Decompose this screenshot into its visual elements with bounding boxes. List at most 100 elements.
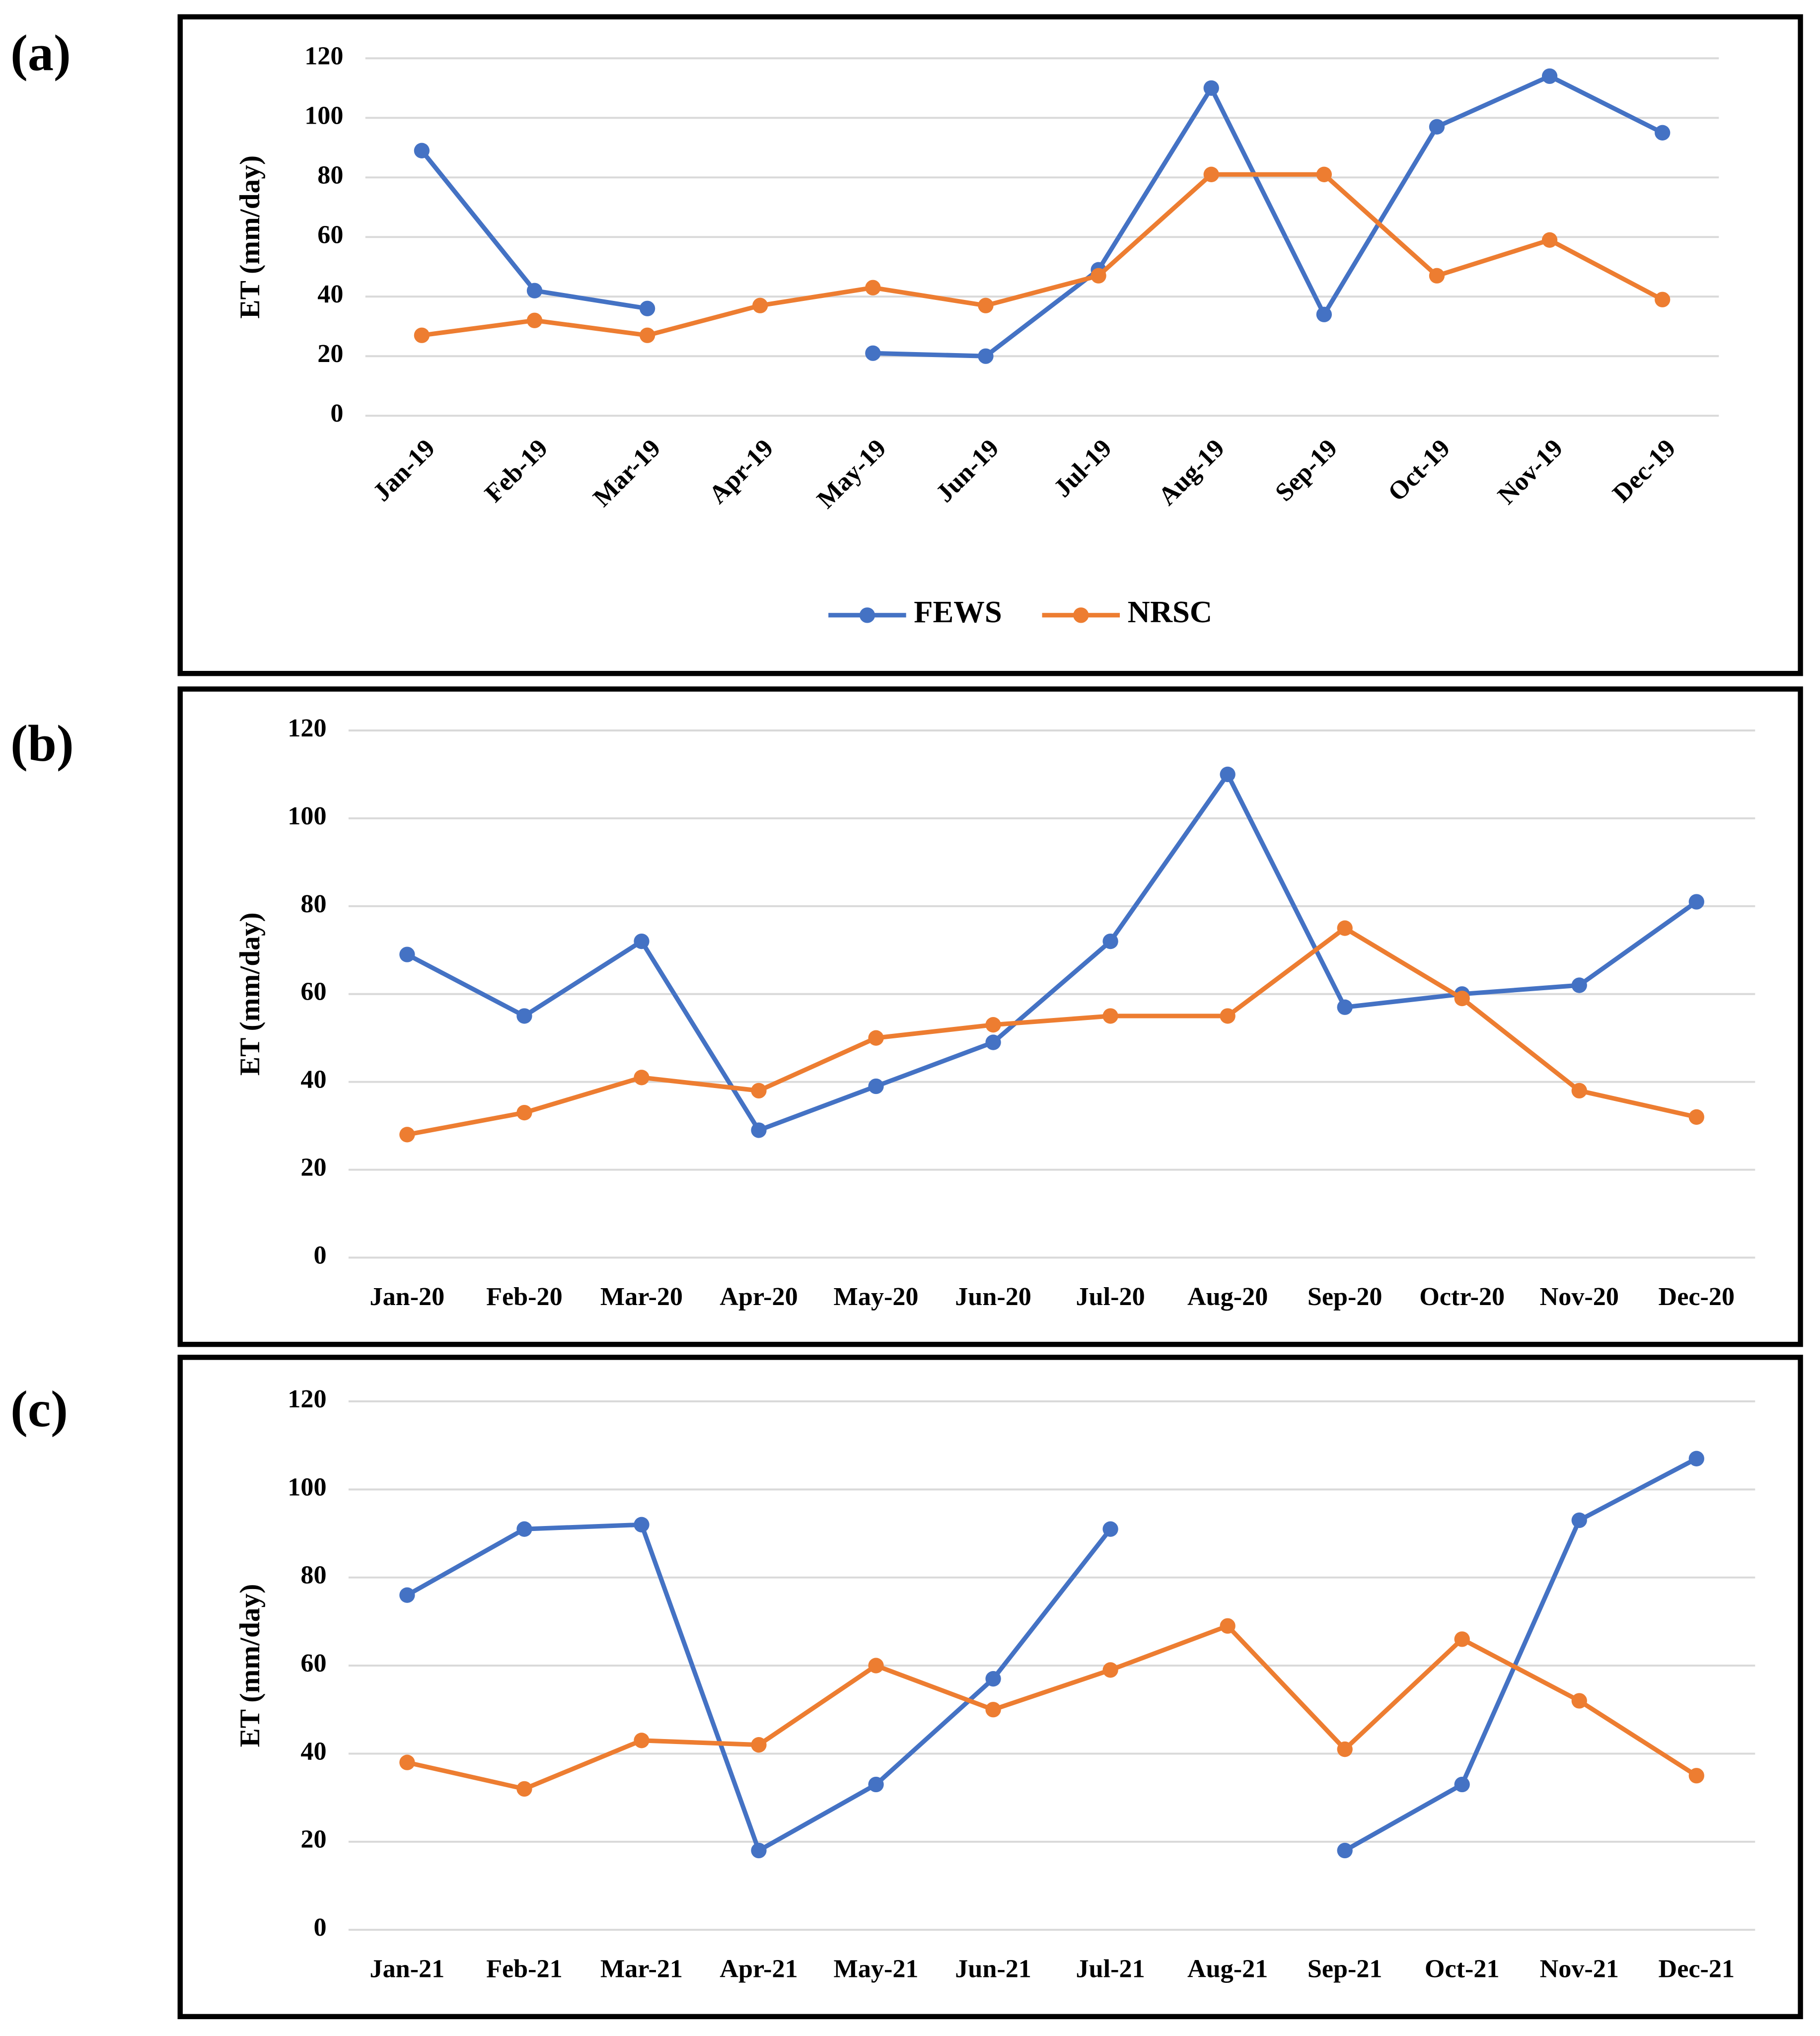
x-tick-label: Dec-20 xyxy=(1659,1283,1735,1311)
x-tick-label: Feb-19 xyxy=(479,434,553,508)
data-point xyxy=(516,1104,532,1121)
y-tick-label: 60 xyxy=(300,1649,326,1677)
x-tick-label: Jul-20 xyxy=(1076,1283,1145,1311)
panel-label: (b) xyxy=(10,714,74,772)
series-line xyxy=(406,1623,1698,1791)
data-point xyxy=(1203,166,1219,182)
data-point xyxy=(1091,268,1106,284)
data-point xyxy=(399,1587,415,1603)
data-point xyxy=(1454,990,1470,1007)
data-point xyxy=(985,1702,1001,1718)
data-point xyxy=(1688,1768,1704,1784)
x-tick-label: Nov-21 xyxy=(1540,1955,1619,1983)
data-point xyxy=(1688,894,1704,910)
data-point xyxy=(414,143,430,158)
data-point xyxy=(399,1127,415,1143)
series-line xyxy=(406,772,1698,1133)
x-tick-label: Mar-21 xyxy=(600,1955,683,1983)
data-point xyxy=(1220,1618,1236,1634)
data-point xyxy=(1220,1008,1236,1024)
y-tick-label: 120 xyxy=(288,714,326,742)
data-point xyxy=(1337,920,1353,936)
data-point xyxy=(1337,999,1353,1015)
data-point xyxy=(868,1078,884,1094)
data-point xyxy=(634,1070,650,1086)
data-point xyxy=(865,280,881,295)
panel-label: (c) xyxy=(10,1380,68,1438)
data-point xyxy=(1220,766,1236,783)
y-tick-label: 80 xyxy=(317,161,343,189)
x-tick-label: Dec-21 xyxy=(1659,1955,1735,1983)
x-tick-label: Sep-21 xyxy=(1308,1955,1383,1983)
x-tick-label: Octr-20 xyxy=(1419,1283,1505,1311)
data-point xyxy=(1688,1109,1704,1125)
data-point xyxy=(399,946,415,962)
data-point xyxy=(639,327,655,343)
data-point xyxy=(752,297,768,313)
data-point xyxy=(1316,166,1332,182)
y-tick-label: 0 xyxy=(313,1241,326,1269)
data-point xyxy=(1655,125,1671,141)
x-tick-label: Jun-20 xyxy=(955,1283,1031,1311)
x-tick-label: Mar-19 xyxy=(588,434,666,512)
data-point xyxy=(985,1671,1001,1687)
data-point xyxy=(1102,933,1118,949)
data-point xyxy=(1655,291,1671,307)
data-point xyxy=(634,933,650,949)
y-tick-label: 20 xyxy=(300,1154,326,1182)
y-tick-label: 80 xyxy=(300,890,326,918)
y-tick-label: 40 xyxy=(300,1066,326,1094)
data-point xyxy=(1337,1842,1353,1859)
data-point xyxy=(751,1083,767,1099)
data-point xyxy=(1688,1451,1704,1466)
y-tick-label: 0 xyxy=(313,1913,326,1942)
x-tick-label: May-21 xyxy=(834,1955,919,1983)
x-tick-label: Jul-21 xyxy=(1076,1955,1145,1983)
y-axis-label: ET (mm/day) xyxy=(234,912,266,1076)
y-tick-label: 100 xyxy=(288,1473,326,1501)
data-point xyxy=(634,1733,650,1748)
data-point xyxy=(751,1842,767,1859)
data-point xyxy=(1454,1631,1470,1647)
x-tick-label: Apr-20 xyxy=(720,1283,798,1311)
x-tick-label: Jun-21 xyxy=(955,1955,1031,1983)
x-tick-label: May-20 xyxy=(834,1283,919,1311)
legend-marker xyxy=(859,607,875,623)
data-point xyxy=(1571,1083,1587,1099)
x-tick-label: Sep-20 xyxy=(1308,1283,1383,1311)
x-tick-label: Jan-19 xyxy=(367,434,440,507)
x-tick-label: Apr-21 xyxy=(720,1955,798,1983)
x-tick-label: Oct-21 xyxy=(1425,1955,1500,1983)
data-point xyxy=(1429,268,1445,284)
y-tick-label: 100 xyxy=(288,802,326,830)
data-point xyxy=(526,312,543,328)
series-line xyxy=(407,926,1697,1137)
x-tick-label: May-19 xyxy=(811,434,891,514)
data-point xyxy=(516,1781,532,1797)
y-tick-label: 0 xyxy=(330,399,343,428)
x-tick-label: Aug-21 xyxy=(1187,1955,1268,1983)
data-point xyxy=(978,297,994,313)
data-point xyxy=(868,1030,884,1046)
data-point xyxy=(751,1737,767,1753)
data-point xyxy=(978,348,994,364)
data-point xyxy=(414,327,430,343)
data-point xyxy=(1203,80,1219,96)
y-tick-label: 100 xyxy=(304,101,343,130)
x-tick-label: Jan-20 xyxy=(370,1283,445,1311)
legend-label: NRSC xyxy=(1128,594,1212,629)
data-point xyxy=(1571,1693,1587,1709)
data-point xyxy=(1316,306,1332,322)
y-axis-label: ET (mm/day) xyxy=(234,155,266,319)
legend-marker xyxy=(1073,607,1089,623)
panel-label: (a) xyxy=(10,24,71,81)
x-tick-label: Aug-19 xyxy=(1153,434,1230,511)
x-tick-label: Oct-19 xyxy=(1383,434,1456,507)
data-point xyxy=(399,1754,415,1770)
legend-label: FEWS xyxy=(914,594,1002,629)
y-tick-label: 20 xyxy=(317,340,343,368)
data-point xyxy=(634,1517,650,1532)
data-point xyxy=(985,1017,1001,1033)
x-tick-label: Feb-20 xyxy=(486,1283,563,1311)
